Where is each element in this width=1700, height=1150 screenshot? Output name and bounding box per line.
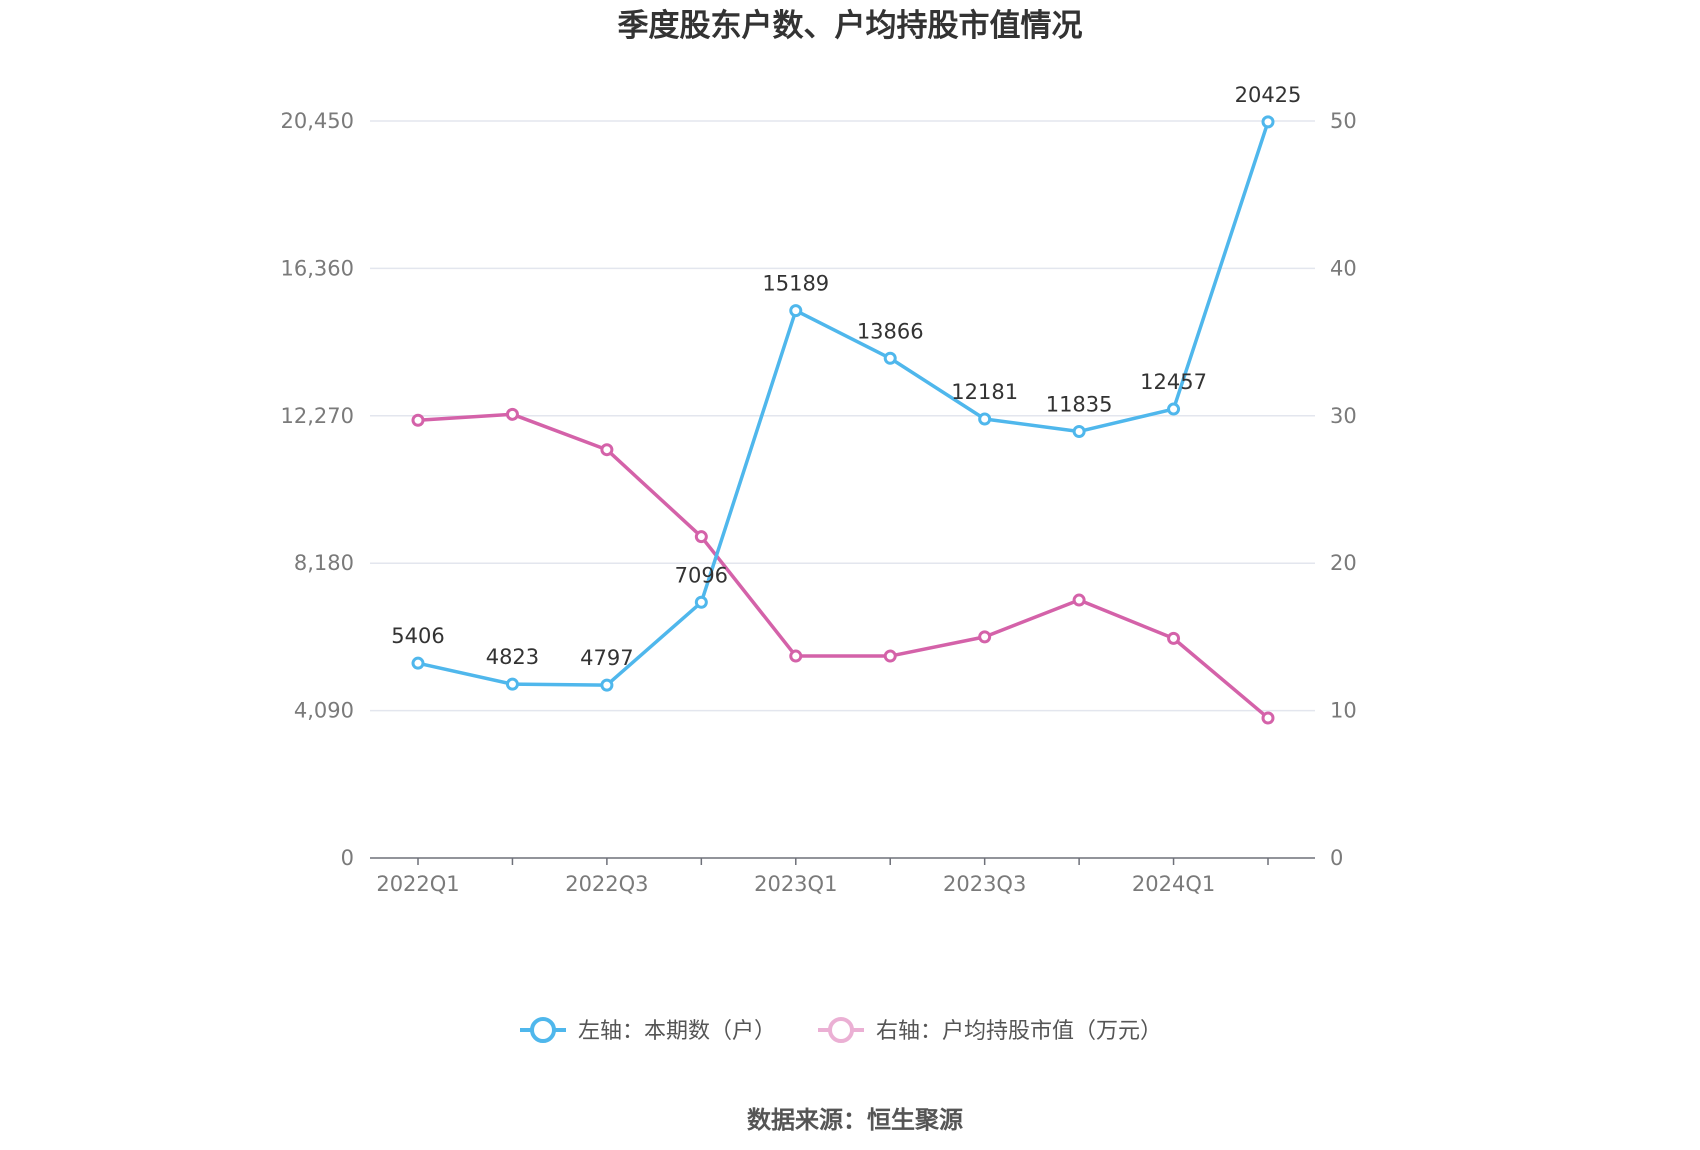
x-axis-tick-label: 2024Q1	[1132, 872, 1215, 896]
series-line-left	[417, 121, 1270, 687]
legend-item-left-series[interactable]: 左轴：本期数（户）	[520, 1017, 776, 1044]
right-axis-tick-label: 40	[1330, 256, 1357, 280]
right-axis-tick-label: 20	[1330, 551, 1357, 575]
series-point-left	[1261, 115, 1275, 129]
series-point-left	[789, 304, 803, 318]
left-axis-tick-label: 12,270	[281, 404, 354, 428]
x-axis-tick-label: 2023Q3	[943, 872, 1026, 896]
series-point-right	[600, 443, 614, 457]
x-axis-tick-label: 2022Q1	[376, 872, 459, 896]
data-label: 4797	[580, 646, 633, 670]
data-label: 11835	[1046, 392, 1113, 416]
left-axis-tick-label: 20,450	[281, 109, 354, 133]
series-point-right	[883, 649, 897, 663]
chart-title: 季度股东户数、户均持股市值情况	[618, 8, 1083, 44]
data-label: 5406	[391, 624, 444, 648]
x-axis-tick-label: 2023Q1	[754, 872, 837, 896]
series-point-right	[1167, 631, 1181, 645]
right-axis-tick-label: 30	[1330, 404, 1357, 428]
data-label: 12181	[951, 380, 1018, 404]
data-label: 4823	[486, 645, 539, 669]
series-point-left	[978, 412, 992, 426]
right-axis-tick-label: 10	[1330, 699, 1357, 723]
data-label: 13866	[857, 319, 924, 343]
series-point-right	[694, 530, 708, 544]
data-labels: 5406 4823 4797 7096 15189 13866 12181 11835 1245…	[391, 83, 1301, 670]
series-point-left	[694, 595, 708, 609]
right-axis-tick-label: 50	[1330, 109, 1357, 133]
series-point-left	[883, 351, 897, 365]
left-axis-tick-label: 0	[341, 846, 354, 870]
series-point-left	[411, 656, 425, 670]
series-point-right	[978, 630, 992, 644]
right-axis-tick-label: 0	[1330, 846, 1343, 870]
series-point-left	[600, 678, 614, 692]
legend-label-right-series: 右轴：户均持股市值（万元）	[876, 1019, 1162, 1044]
left-axis-tick-label: 4,090	[294, 699, 354, 723]
data-label: 15189	[762, 272, 829, 296]
series-point-left	[1167, 402, 1181, 416]
data-source: 数据来源：恒生聚源	[747, 1106, 963, 1134]
series-point-right	[411, 413, 425, 427]
series-point-left	[505, 677, 519, 691]
axes: 0 0 4,090 10 8,180 20 12,270 30 16,360 40 20,450 50…	[281, 109, 1357, 896]
series-point-left	[1072, 424, 1086, 438]
series-layer	[411, 115, 1275, 725]
left-axis-tick-label: 8,180	[294, 551, 354, 575]
data-label: 7096	[675, 563, 728, 587]
data-label: 12457	[1140, 370, 1207, 394]
grid-lines	[370, 120, 1315, 712]
legend: 左轴：本期数（户） 右轴：户均持股市值（万元）	[520, 1017, 1162, 1044]
x-axis-tick-label: 2022Q3	[565, 872, 648, 896]
legend-item-right-series[interactable]: 右轴：户均持股市值（万元）	[818, 1017, 1162, 1044]
series-point-right	[505, 407, 519, 421]
series-point-right	[1261, 711, 1275, 725]
left-axis-tick-label: 16,360	[281, 256, 354, 280]
series-point-right	[1072, 593, 1086, 607]
legend-label-left-series: 左轴：本期数（户）	[578, 1019, 776, 1044]
data-label: 20425	[1235, 83, 1302, 107]
series-line-right	[417, 412, 1270, 720]
series-point-right	[789, 649, 803, 663]
